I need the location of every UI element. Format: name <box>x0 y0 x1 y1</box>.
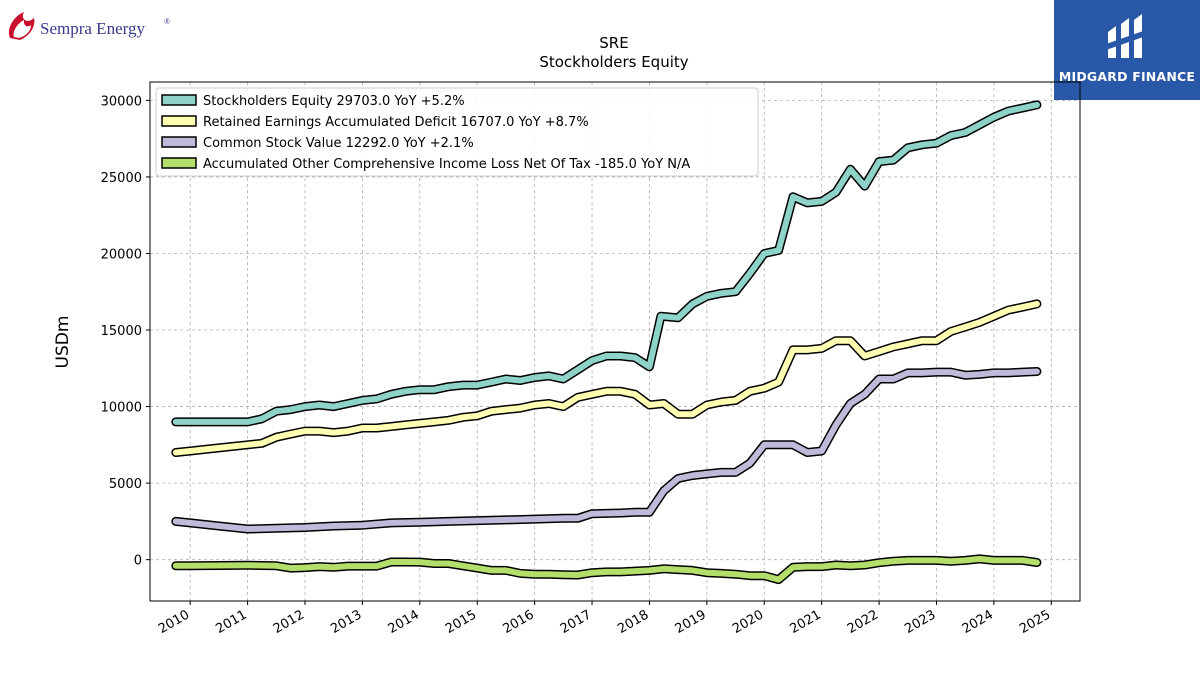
series-line <box>172 101 1040 425</box>
chart-subtitle: Stockholders Equity <box>539 53 688 71</box>
x-tick-label: 2021 <box>788 607 824 637</box>
series-line <box>172 368 1040 532</box>
x-axis-ticks: 2010 2011 2012 2013 2014 2015 2016 2017 2018 2019… <box>156 601 1053 637</box>
legend-swatch <box>161 157 197 169</box>
y-tick-label: 15000 <box>101 324 142 339</box>
x-tick-label: 2022 <box>845 607 881 637</box>
y-tick-label: 0 <box>134 554 142 569</box>
sempra-energy-logo: Sempra Energy ® <box>4 4 184 44</box>
x-tick-label: 2017 <box>558 607 594 637</box>
x-tick-label: 2015 <box>443 607 479 637</box>
x-tick-label: 2010 <box>156 607 192 637</box>
legend-label: Common Stock Value 12292.0 YoY +2.1% <box>203 136 474 151</box>
x-tick-label: 2023 <box>902 607 938 637</box>
x-tick-label: 2016 <box>500 607 536 637</box>
legend-box <box>155 87 759 177</box>
y-tick-label: 25000 <box>101 171 142 186</box>
x-tick-label: 2020 <box>730 607 766 637</box>
series-line <box>172 555 1040 583</box>
x-tick-label: 2025 <box>1017 607 1053 637</box>
registered-mark: ® <box>164 17 170 26</box>
x-tick-label: 2013 <box>328 607 364 637</box>
series-line <box>172 300 1040 456</box>
x-tick-label: 2024 <box>960 607 996 637</box>
y-axis-ticks: 0 5000 10000 15000 20000 25000 30000 <box>101 94 150 569</box>
midgard-logo-text: MIDGARD FINANCE <box>1058 69 1196 84</box>
y-tick-label: 30000 <box>101 94 142 109</box>
y-tick-label: 10000 <box>101 401 142 416</box>
series-lines <box>171 100 1042 585</box>
y-tick-label: 5000 <box>109 477 142 492</box>
legend-label: Retained Earnings Accumulated Deficit 16… <box>203 115 589 130</box>
x-tick-label: 2019 <box>673 607 709 637</box>
legend-label: Stockholders Equity 29703.0 YoY +5.2% <box>203 94 465 109</box>
legend-swatch <box>161 115 197 127</box>
x-tick-label: 2012 <box>271 607 307 637</box>
legend: Stockholders Equity 29703.0 YoY +5.2% Ret… <box>155 87 759 177</box>
legend-swatch <box>161 94 197 106</box>
x-tick-label: 2011 <box>213 607 249 637</box>
sempra-flame-icon: Sempra Energy ® <box>8 12 170 40</box>
midgard-finance-logo: MIDGARD FINANCE <box>1054 0 1200 100</box>
x-tick-label: 2014 <box>386 607 422 637</box>
y-axis-label: USDm <box>53 316 73 369</box>
legend-swatch <box>161 136 197 148</box>
y-tick-label: 20000 <box>101 247 142 262</box>
chart-title: SRE <box>599 34 628 52</box>
legend-label: Accumulated Other Comprehensive Income L… <box>203 157 690 172</box>
x-tick-label: 2018 <box>615 607 651 637</box>
midgard-emblem-icon <box>1106 14 1146 58</box>
plot-frame <box>149 81 1081 602</box>
sempra-logo-text: Sempra Energy <box>40 19 145 38</box>
